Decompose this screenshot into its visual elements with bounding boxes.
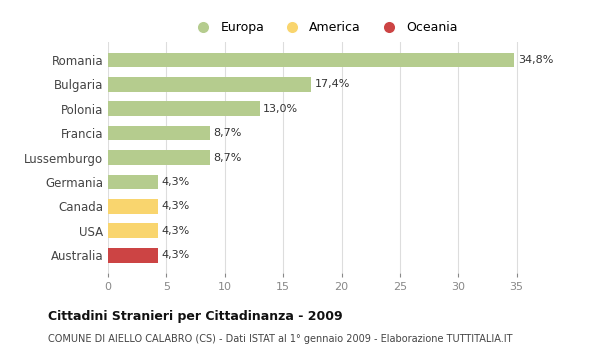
Legend: Europa, America, Oceania: Europa, America, Oceania: [185, 16, 463, 39]
Text: COMUNE DI AIELLO CALABRO (CS) - Dati ISTAT al 1° gennaio 2009 - Elaborazione TUT: COMUNE DI AIELLO CALABRO (CS) - Dati IST…: [48, 334, 512, 344]
Text: 17,4%: 17,4%: [314, 79, 350, 89]
Text: 34,8%: 34,8%: [518, 55, 553, 65]
Bar: [108, 175, 158, 189]
Bar: [108, 223, 158, 238]
Bar: [108, 248, 158, 262]
Bar: [108, 150, 209, 165]
Text: 4,3%: 4,3%: [162, 201, 190, 211]
Bar: [108, 52, 514, 67]
Bar: [108, 199, 158, 214]
Text: 4,3%: 4,3%: [162, 226, 190, 236]
Text: 13,0%: 13,0%: [263, 104, 298, 114]
Bar: [108, 102, 260, 116]
Bar: [108, 77, 311, 92]
Text: 4,3%: 4,3%: [162, 177, 190, 187]
Text: 8,7%: 8,7%: [213, 153, 241, 162]
Text: Cittadini Stranieri per Cittadinanza - 2009: Cittadini Stranieri per Cittadinanza - 2…: [48, 310, 343, 323]
Text: 8,7%: 8,7%: [213, 128, 241, 138]
Text: 4,3%: 4,3%: [162, 250, 190, 260]
Bar: [108, 126, 209, 140]
